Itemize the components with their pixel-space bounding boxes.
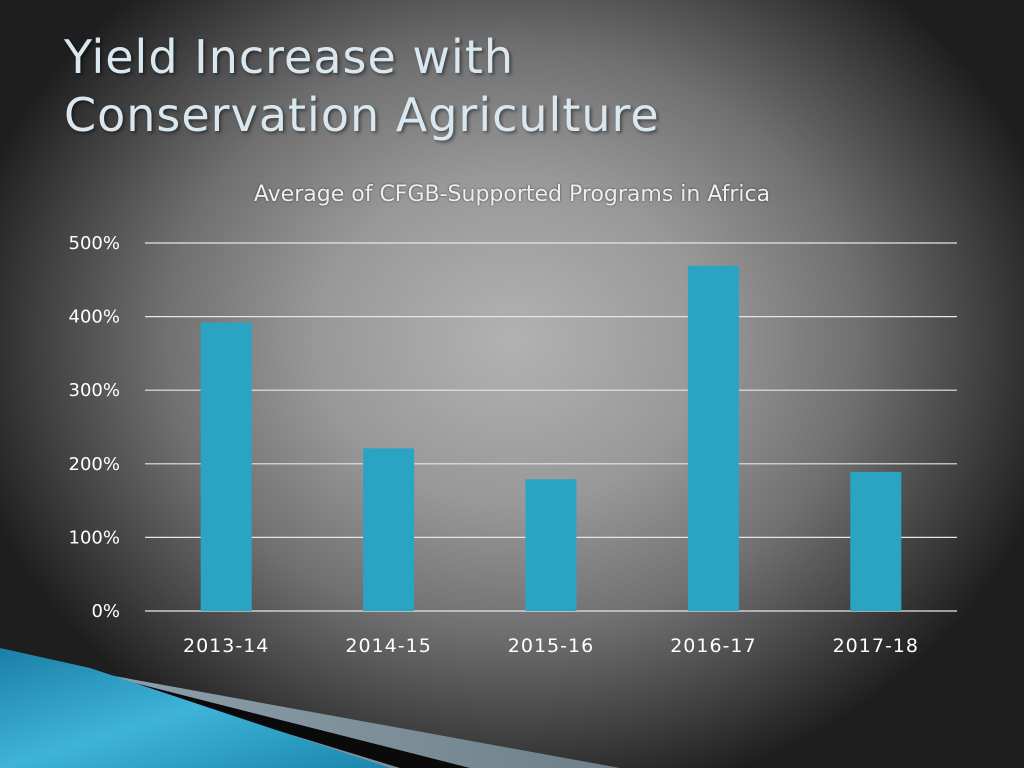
bars: [200, 265, 902, 611]
y-tick-label: 0%: [91, 601, 120, 622]
y-tick-label: 200%: [69, 454, 120, 475]
slide-title-line-2: Conservation Agriculture: [64, 88, 660, 142]
corner-blue-band: [0, 648, 390, 768]
chart-title: Average of CFGB-Supported Programs in Af…: [253, 182, 771, 207]
bar-2014-15: [363, 448, 415, 611]
y-tick-label: 300%: [69, 380, 120, 401]
corner-grey-band: [70, 668, 620, 768]
corner-black-band: [60, 664, 470, 768]
x-category-label: 2015-16: [508, 635, 594, 657]
y-tick-label: 100%: [69, 527, 120, 548]
bar-2013-14: [200, 322, 252, 611]
x-category-label: 2013-14: [183, 635, 269, 657]
x-axis-category-labels: 2013-14 2014-15 2015-16 2016-17 2017-18: [183, 635, 919, 657]
x-category-label: 2016-17: [670, 635, 756, 657]
y-tick-label: 500%: [69, 233, 120, 254]
bar-2017-18: [850, 471, 902, 611]
slide-title-line-1: Yield Increase with: [64, 30, 515, 84]
x-category-label: 2017-18: [833, 635, 919, 657]
y-tick-label: 400%: [69, 307, 120, 328]
y-axis-tick-labels: 0% 100% 200% 300% 400% 500%: [69, 233, 120, 622]
slide-title: Yield Increase with Conservation Agricul…: [64, 28, 660, 144]
x-category-label: 2014-15: [345, 635, 431, 657]
bar-2016-17: [687, 265, 739, 611]
bar-2015-16: [525, 479, 577, 611]
